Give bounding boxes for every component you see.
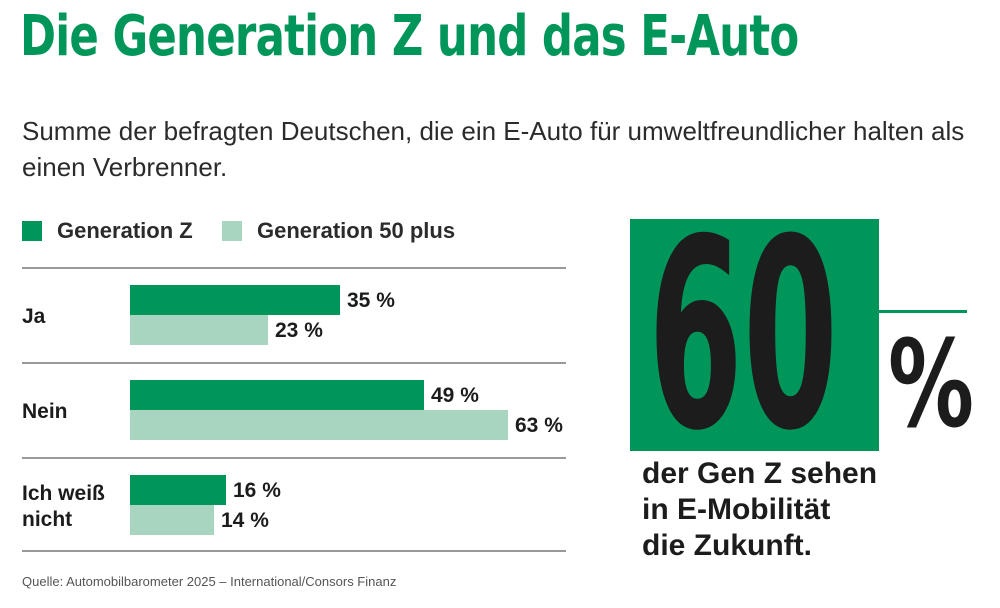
category-label: Ja: [22, 305, 46, 328]
category-label: Nein: [22, 400, 68, 423]
category-label: Ich weiß: [22, 482, 105, 505]
legend-swatch-generation-50-plus: [222, 221, 242, 241]
source-note: Quelle: Automobilbarometer 2025 – Intern…: [22, 574, 397, 589]
highlight-caption: der Gen Z sehen in E-Mobilität die Zukun…: [642, 456, 877, 564]
bar-generation-50-plus: [130, 505, 214, 535]
bar-generation-50-plus: [130, 410, 508, 440]
highlight-value: 60: [648, 183, 838, 488]
data-label: 23 %: [275, 319, 323, 342]
bar-generation-50-plus: [130, 315, 268, 345]
chart-title: Die Generation Z und das E-Auto: [20, 4, 799, 69]
data-label: 16 %: [233, 479, 281, 502]
data-label: 63 %: [515, 414, 563, 437]
highlight-unit: %: [888, 316, 974, 455]
bar-generation-z: [130, 380, 424, 410]
chart-subtitle: Summe der befragten Deutschen, die ein E…: [22, 116, 965, 182]
highlight-rule: [879, 310, 967, 313]
data-label: 35 %: [347, 289, 395, 312]
highlight-caption-line-3: die Zukunft.: [642, 529, 812, 562]
data-label: 49 %: [431, 384, 479, 407]
bar-generation-z: [130, 285, 340, 315]
legend-swatch-generation-z: [22, 221, 42, 241]
highlight-number: 60 %: [648, 183, 974, 488]
bar-generation-z: [130, 475, 226, 505]
legend-label-generation-50-plus: Generation 50 plus: [257, 218, 456, 243]
legend-label-generation-z: Generation Z: [57, 218, 193, 243]
highlight-box: [630, 219, 879, 451]
category-label: nicht: [22, 508, 72, 531]
highlight-caption-line-2: in E-Mobilität: [642, 493, 831, 526]
data-label: 14 %: [221, 509, 269, 532]
highlight-caption-line-1: der Gen Z sehen: [642, 457, 878, 490]
